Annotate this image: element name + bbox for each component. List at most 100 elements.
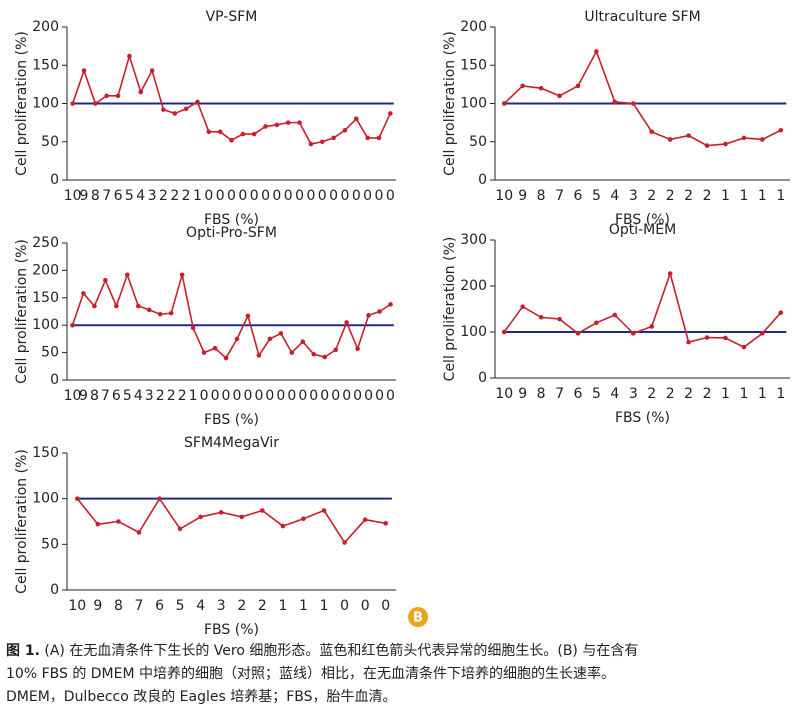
panel-label: B <box>413 611 423 626</box>
point <box>612 99 618 105</box>
caption-line: 图 1. (A) 在无血清条件下生长的 Vero 细胞形态。蓝色和红色箭头代表异… <box>6 640 796 663</box>
x-tick-label: 10 <box>68 598 86 614</box>
x-tick-label: 0 <box>243 388 252 404</box>
x-tick-label: 0 <box>227 188 236 204</box>
y-tick-label: 50 <box>41 134 59 150</box>
y-axis-label: Cell proliferation (%) <box>442 31 458 176</box>
x-tick-label: 2 <box>684 386 693 402</box>
x-tick-label: 9 <box>518 386 527 402</box>
chart-title: SFM4MegaVir <box>184 435 279 451</box>
x-tick-label: 0 <box>329 188 338 204</box>
x-tick-label: 1 <box>776 386 785 402</box>
point <box>778 127 784 133</box>
point <box>501 329 507 335</box>
point <box>201 350 207 355</box>
y-axis-label: Cell proliferation (%) <box>14 449 30 594</box>
y-tick-label: 100 <box>460 324 487 340</box>
x-tick-label: 0 <box>340 598 349 614</box>
x-tick-label: 2 <box>684 188 693 204</box>
point <box>74 496 80 501</box>
x-tick-label: 8 <box>537 386 546 402</box>
point <box>92 303 97 309</box>
x-tick-label: 1 <box>758 188 767 204</box>
y-tick-label: 100 <box>32 491 59 507</box>
point <box>741 135 747 141</box>
y-tick-label: 100 <box>460 96 487 112</box>
caption-line: 10% FBS 的 DMEM 中培养的细胞（对照；蓝线）相比，在无血清条件下培养… <box>6 666 615 682</box>
x-tick-label: 0 <box>342 388 351 404</box>
x-tick-label: 1 <box>739 188 748 204</box>
point <box>376 135 382 141</box>
x-tick-label: 1 <box>189 388 198 404</box>
point <box>229 137 234 143</box>
point <box>285 120 291 125</box>
x-tick-label: 0 <box>363 188 372 204</box>
point <box>704 335 710 340</box>
chart-title: Opti-MEM <box>609 222 676 238</box>
point <box>594 49 599 54</box>
point <box>157 496 162 501</box>
x-tick-label: 10 <box>495 386 513 402</box>
point <box>723 141 728 147</box>
x-tick-label: 2 <box>258 598 267 614</box>
x-tick-label: 2 <box>666 386 675 402</box>
point <box>260 508 265 513</box>
x-tick-label: 0 <box>238 188 247 204</box>
x-tick-label: 7 <box>101 388 110 404</box>
y-tick-label: 0 <box>478 172 487 188</box>
point <box>251 131 257 137</box>
x-axis-label: FBS (%) <box>615 410 670 426</box>
point <box>115 93 121 99</box>
x-tick-label: 0 <box>276 388 285 404</box>
point <box>557 93 562 99</box>
point <box>538 314 544 320</box>
point <box>388 302 393 307</box>
point <box>322 354 328 360</box>
point <box>520 83 525 89</box>
x-tick-label: 0 <box>254 388 263 404</box>
point <box>331 135 336 141</box>
charts: B VP-SFM Cell proliferation (%) FBS (%) 0 50… <box>14 9 790 638</box>
point <box>319 139 325 145</box>
point <box>267 336 273 342</box>
point <box>594 320 599 326</box>
point <box>383 521 389 526</box>
point <box>172 111 178 116</box>
x-tick-label: 2 <box>237 598 246 614</box>
series-line <box>71 272 391 360</box>
y-tick-label: 0 <box>50 582 59 598</box>
point <box>190 325 196 331</box>
series-line <box>71 53 392 145</box>
x-axis-label: FBS (%) <box>204 412 259 428</box>
point <box>365 135 370 141</box>
point <box>149 68 155 73</box>
point <box>704 143 710 148</box>
point <box>278 331 284 336</box>
x-tick-label: 0 <box>222 388 231 404</box>
point <box>114 303 119 309</box>
point <box>377 309 382 314</box>
x-tick-label: 0 <box>261 188 270 204</box>
x-tick-label: 0 <box>298 388 307 404</box>
x-tick-label: 0 <box>265 388 274 404</box>
x-tick-label: 0 <box>375 188 384 204</box>
x-tick-label: 7 <box>135 598 144 614</box>
y-tick-label: 150 <box>32 290 59 306</box>
y-axis-label: Cell proliferation (%) <box>14 31 30 176</box>
x-tick-label: 4 <box>610 188 619 204</box>
point <box>280 523 286 529</box>
x-tick-label: 0 <box>386 388 395 404</box>
point <box>239 514 245 520</box>
y-tick-label: 100 <box>32 317 59 333</box>
point <box>168 310 174 316</box>
x-tick-label: 1 <box>299 598 308 614</box>
y-tick-label: 50 <box>469 134 487 150</box>
y-tick-label: 0 <box>478 370 487 386</box>
x-tick-label: 6 <box>114 188 123 204</box>
point <box>301 516 306 522</box>
caption-line: DMEM，Dulbecco 改良的 Eagles 培养基；FBS，胎牛血清。 <box>6 689 397 705</box>
point <box>342 540 347 545</box>
chart-title: VP-SFM <box>206 9 258 25</box>
x-tick-label: 0 <box>318 188 327 204</box>
